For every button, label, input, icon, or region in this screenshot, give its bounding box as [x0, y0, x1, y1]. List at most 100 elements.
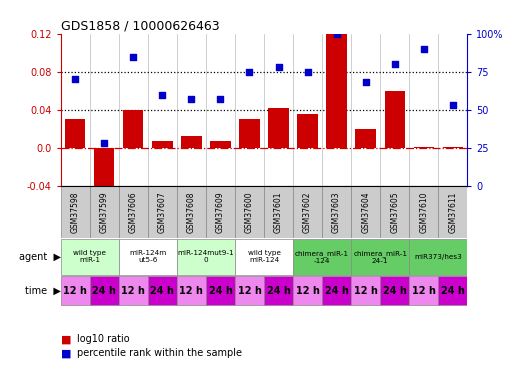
Text: GSM37607: GSM37607 — [158, 191, 167, 232]
Point — [187, 96, 196, 102]
Point — [129, 54, 138, 60]
Text: GSM37610: GSM37610 — [419, 191, 428, 232]
Text: wild type
miR-124: wild type miR-124 — [248, 251, 280, 263]
Bar — [268, 108, 289, 148]
Text: GSM37601: GSM37601 — [274, 191, 283, 232]
Bar — [297, 114, 318, 148]
Text: miR373/hes3: miR373/hes3 — [414, 254, 462, 260]
Bar — [119, 239, 177, 275]
Bar — [380, 276, 409, 305]
Point — [449, 102, 457, 108]
Bar — [264, 276, 293, 305]
Bar — [177, 276, 206, 305]
Bar — [384, 91, 405, 148]
Bar — [148, 186, 177, 238]
Bar — [181, 136, 202, 148]
Text: miR-124mut9-1
0: miR-124mut9-1 0 — [177, 251, 234, 263]
Text: log10 ratio: log10 ratio — [77, 334, 129, 344]
Text: GSM37599: GSM37599 — [100, 191, 109, 232]
Text: 12 h: 12 h — [354, 286, 378, 296]
Text: GSM37606: GSM37606 — [129, 191, 138, 232]
Bar — [177, 239, 235, 275]
Bar — [123, 110, 144, 148]
Bar — [293, 239, 351, 275]
Bar — [210, 141, 231, 148]
Text: GSM37600: GSM37600 — [245, 191, 254, 232]
Text: 12 h: 12 h — [63, 286, 87, 296]
Bar — [90, 186, 119, 238]
Text: time  ▶: time ▶ — [25, 286, 61, 296]
Bar — [355, 129, 376, 148]
Bar — [351, 239, 409, 275]
Text: 24 h: 24 h — [92, 286, 116, 296]
Point — [391, 61, 399, 67]
Point — [71, 76, 80, 82]
Point — [245, 69, 254, 75]
Bar — [65, 119, 86, 148]
Bar — [119, 186, 148, 238]
Bar — [438, 276, 467, 305]
Text: GSM37602: GSM37602 — [303, 191, 312, 232]
Bar — [152, 141, 173, 148]
Bar — [380, 186, 409, 238]
Bar — [119, 276, 148, 305]
Text: 24 h: 24 h — [267, 286, 290, 296]
Text: GSM37605: GSM37605 — [390, 191, 399, 232]
Bar — [442, 147, 463, 148]
Point — [333, 31, 341, 37]
Bar — [206, 186, 235, 238]
Bar — [148, 276, 177, 305]
Bar — [206, 276, 235, 305]
Point — [100, 140, 109, 146]
Text: 24 h: 24 h — [150, 286, 174, 296]
Bar — [351, 276, 380, 305]
Text: 12 h: 12 h — [180, 286, 203, 296]
Text: ■: ■ — [61, 348, 71, 358]
Text: 12 h: 12 h — [412, 286, 436, 296]
Text: miR-124m
ut5-6: miR-124m ut5-6 — [129, 251, 166, 263]
Text: chimera_miR-1
24-1: chimera_miR-1 24-1 — [353, 250, 407, 264]
Point — [361, 80, 370, 86]
Text: 24 h: 24 h — [441, 286, 465, 296]
Bar — [322, 276, 351, 305]
Bar — [326, 34, 347, 148]
Bar — [61, 186, 90, 238]
Text: chimera_miR-1
-124: chimera_miR-1 -124 — [295, 250, 349, 264]
Bar — [409, 239, 467, 275]
Bar — [293, 186, 322, 238]
Bar — [61, 239, 119, 275]
Bar — [409, 186, 438, 238]
Point — [216, 96, 225, 102]
Text: ■: ■ — [61, 334, 71, 344]
Bar — [94, 148, 115, 190]
Bar — [322, 186, 351, 238]
Text: GSM37598: GSM37598 — [71, 191, 80, 232]
Bar — [413, 147, 434, 148]
Text: 12 h: 12 h — [121, 286, 145, 296]
Bar — [351, 186, 380, 238]
Text: agent  ▶: agent ▶ — [18, 252, 61, 262]
Text: GSM37609: GSM37609 — [216, 191, 225, 232]
Bar — [61, 276, 90, 305]
Text: GSM37608: GSM37608 — [187, 191, 196, 232]
Bar — [293, 276, 322, 305]
Bar — [235, 239, 293, 275]
Text: 24 h: 24 h — [209, 286, 232, 296]
Point — [275, 64, 283, 70]
Point — [303, 69, 312, 75]
Bar — [438, 186, 467, 238]
Text: 24 h: 24 h — [383, 286, 407, 296]
Text: percentile rank within the sample: percentile rank within the sample — [77, 348, 242, 358]
Text: 12 h: 12 h — [296, 286, 319, 296]
Bar — [409, 276, 438, 305]
Bar — [239, 119, 260, 148]
Text: wild type
miR-1: wild type miR-1 — [73, 251, 106, 263]
Text: GSM37611: GSM37611 — [448, 191, 457, 232]
Point — [420, 46, 428, 52]
Bar — [177, 186, 206, 238]
Bar — [90, 276, 119, 305]
Text: 24 h: 24 h — [325, 286, 348, 296]
Bar — [235, 276, 264, 305]
Text: GSM37603: GSM37603 — [332, 191, 341, 232]
Text: GSM37604: GSM37604 — [361, 191, 370, 232]
